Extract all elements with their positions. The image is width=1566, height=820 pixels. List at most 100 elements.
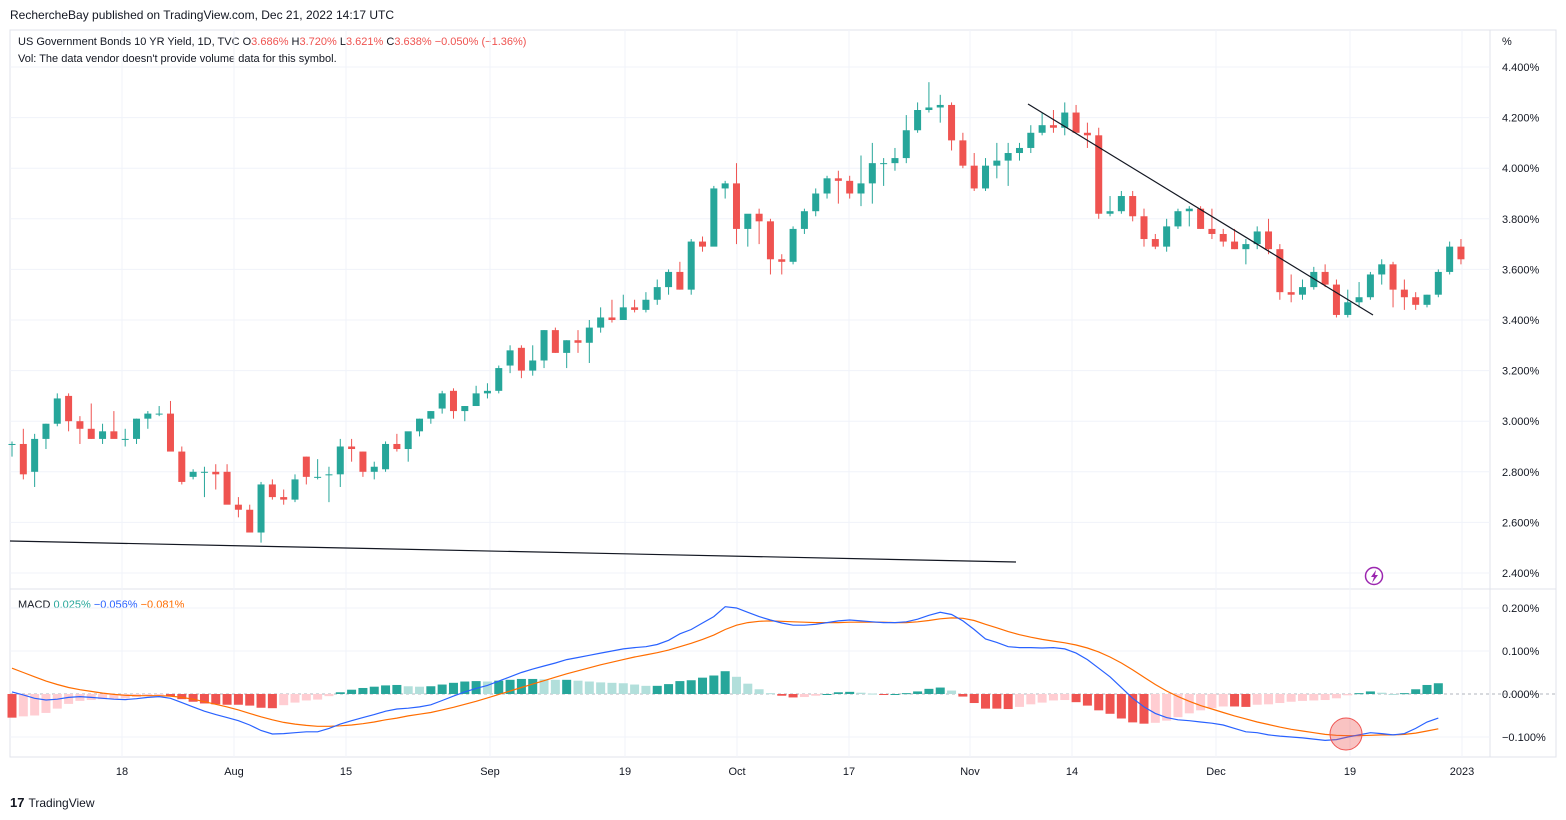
macd-histogram-bar — [1365, 691, 1375, 694]
macd-histogram-bar — [630, 684, 640, 694]
x-tick-label: 19 — [1344, 766, 1356, 778]
candle-body — [1378, 264, 1386, 275]
candle-body — [1276, 249, 1284, 293]
macd-histogram-bar — [154, 694, 164, 695]
close-label: C — [386, 36, 395, 48]
candle-body — [936, 104, 944, 108]
macd-histogram-bar — [924, 688, 934, 694]
candle-body — [189, 471, 197, 477]
candle-body — [699, 241, 707, 247]
candle-body — [506, 350, 514, 366]
candle-body — [110, 431, 118, 439]
candle-body — [234, 504, 242, 510]
trendline-resistance — [1027, 103, 1374, 316]
macd-histogram-bar — [1252, 694, 1262, 705]
macd-histogram-bar — [109, 694, 119, 699]
macd-histogram-bar — [981, 694, 991, 709]
macd-histogram-bar — [731, 676, 741, 694]
x-tick-label: 15 — [340, 766, 352, 778]
macd-histogram-bar — [799, 694, 809, 698]
candle-body — [1197, 208, 1205, 229]
candle-body — [1151, 239, 1159, 247]
candle-body — [1310, 271, 1318, 288]
candle-body — [1457, 246, 1465, 260]
macd-tick-label: 0.100% — [1502, 646, 1540, 658]
candle-body — [846, 180, 854, 194]
macd-histogram-bar — [41, 694, 51, 713]
macd-histogram-bar — [1014, 694, 1024, 707]
macd-histogram-bar — [1399, 693, 1409, 695]
candle-body — [336, 446, 344, 475]
macd-histogram-bar — [516, 678, 526, 694]
candle-body — [359, 451, 367, 472]
macd-histogram-bar — [788, 694, 798, 698]
macd-histogram-bar — [833, 692, 843, 694]
macd-histogram-bar — [30, 694, 40, 716]
candle-body — [1140, 216, 1148, 240]
candle-body — [53, 398, 61, 424]
candle-body — [370, 466, 378, 472]
candle-body — [631, 307, 639, 310]
candle-body — [1446, 246, 1454, 272]
candle-body — [1095, 135, 1103, 214]
macd-histogram-bar — [1196, 694, 1206, 711]
macd-histogram-bar — [369, 686, 379, 694]
candle-body — [834, 178, 842, 181]
macd-tick-label: 0.000% — [1502, 689, 1540, 701]
candle-body — [1163, 226, 1171, 247]
candle-body — [744, 213, 752, 229]
macd-histogram-bar — [233, 694, 243, 705]
candle-body — [1412, 297, 1420, 305]
y-tick-label: 3.000% — [1502, 416, 1540, 428]
candle-body — [517, 347, 525, 371]
macd-histogram-bar — [313, 694, 323, 700]
candle-body — [563, 340, 571, 353]
chart-frame — [9, 29, 1557, 758]
candle-body — [778, 259, 786, 262]
macd-histogram-bar — [471, 681, 481, 694]
macd-histogram-bar — [675, 681, 685, 694]
macd-histogram-bar — [460, 681, 470, 694]
x-tick-label: Nov — [960, 766, 980, 778]
macd-histogram-bar — [1150, 694, 1160, 723]
candle-body — [461, 406, 469, 412]
publisher-line: RechercheBay published on TradingView.co… — [10, 8, 395, 22]
macd-histogram-bar — [890, 694, 900, 695]
macd-histogram-bar — [98, 694, 108, 700]
macd-histogram-bar — [188, 694, 198, 702]
high-value: 3.720% — [299, 36, 337, 48]
macd-histogram-bar — [584, 681, 594, 694]
macd-histogram-bar — [120, 694, 130, 699]
macd-histogram-bar — [596, 682, 606, 694]
macd-histogram-bar — [947, 690, 957, 694]
macd-histogram-bar — [1377, 692, 1387, 694]
price-axis-unit: % — [1502, 36, 1512, 48]
crossover-highlight — [1329, 717, 1363, 751]
candle-body — [1389, 264, 1397, 290]
candle-body — [529, 360, 537, 371]
candle-body — [1219, 233, 1227, 242]
candle-body — [76, 421, 84, 429]
candle-body — [574, 340, 582, 343]
candle-body — [585, 327, 593, 343]
candle-body — [268, 484, 276, 498]
candle-body — [1231, 241, 1239, 250]
low-value: 3.621% — [346, 36, 384, 48]
candle-body — [1321, 271, 1329, 285]
macd-histogram-bar — [52, 694, 62, 709]
macd-histogram-bar — [324, 694, 334, 697]
macd-tick-label: −0.100% — [1502, 732, 1546, 744]
candle-body — [665, 271, 673, 288]
candle-body — [246, 509, 254, 533]
macd-histogram-bar — [290, 694, 300, 703]
candle-body — [393, 443, 401, 450]
candle-body — [178, 451, 186, 482]
macd-histogram-bar — [867, 693, 877, 695]
candle-body — [121, 438, 129, 440]
macd-line — [11, 606, 1439, 742]
macd-histogram-bar — [505, 679, 515, 694]
macd-histogram-bar — [641, 685, 651, 694]
candle-body — [676, 271, 684, 290]
macd-histogram-bar — [822, 694, 832, 695]
